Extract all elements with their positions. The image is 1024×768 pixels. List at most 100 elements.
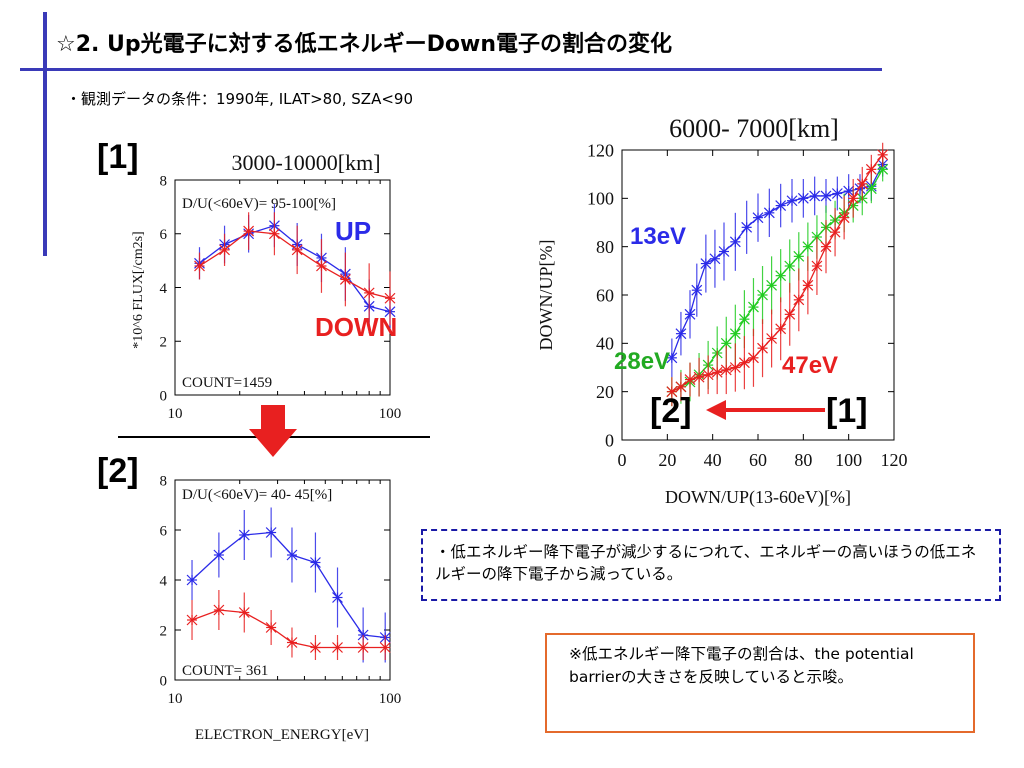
series-47ev-point xyxy=(729,362,741,373)
series-47ev-point xyxy=(684,374,696,386)
series-label-13ev: 13eV xyxy=(630,223,686,250)
series-28ev-point xyxy=(865,183,877,195)
y-tick-label: 8 xyxy=(160,473,168,489)
series-28ev-point xyxy=(729,328,741,340)
y-tick-label: 60 xyxy=(596,285,614,305)
series-red-point xyxy=(357,642,369,653)
x-axis-label: ELECTRON_ENERGY[eV] xyxy=(195,727,369,743)
series-47ev-point xyxy=(802,279,814,291)
series-28ev-point xyxy=(793,250,805,262)
series-group xyxy=(186,507,391,663)
series-47ev-point xyxy=(784,308,796,320)
axis-ticks: 0 20 40 60 80 100 120 0 20 40 60 80 100 120 xyxy=(587,140,908,470)
series-red-point xyxy=(286,637,298,648)
series-28ev-point xyxy=(775,270,787,282)
series-group xyxy=(194,204,396,334)
series-red-point xyxy=(238,607,250,618)
series-red-point xyxy=(332,642,343,653)
x-tick-label: 100 xyxy=(379,406,402,422)
x-tick-label: 20 xyxy=(658,450,676,470)
y-tick-label: 20 xyxy=(596,382,614,402)
series-blue-point xyxy=(186,574,198,586)
flux-chart-2: D/U(<60eV)= 40- 45[%] COUNT= 361 ELECTRO… xyxy=(160,473,402,743)
note-text: ※低エネルギー降下電子の割合は、the potential barrierの大き… xyxy=(569,645,914,686)
x-tick-label: 80 xyxy=(794,450,812,470)
plot-frame xyxy=(174,179,391,396)
series-28ev-point xyxy=(784,260,796,272)
series-47ev-point xyxy=(793,294,805,306)
y-tick-label: 6 xyxy=(160,523,168,539)
series-28ev-point xyxy=(738,313,750,325)
chart-annotation: D/U(<60eV)= 95-100[%] xyxy=(182,196,336,212)
series-red-point xyxy=(213,604,225,616)
x-tick-label: 120 xyxy=(881,450,908,470)
y-axis-label: DOWN/UP[%] xyxy=(536,240,556,351)
series-down-point xyxy=(194,260,205,272)
up-series-label: UP xyxy=(335,216,371,246)
x-tick-label: 10 xyxy=(168,691,183,707)
series-47ev-point xyxy=(775,323,787,335)
arrow-target-tag: [2] xyxy=(650,392,692,430)
series-28ev-point xyxy=(748,301,759,313)
conclusion-text: ・低エネルギー降下電子が減少するにつれて、エネルギーの高いほうの低エネルギーの降… xyxy=(435,543,977,583)
series-47ev-point xyxy=(693,371,705,383)
series-47ev-point xyxy=(675,381,687,393)
series-red-point xyxy=(265,622,277,633)
series-down-point xyxy=(291,244,303,256)
series-down-point xyxy=(339,274,351,285)
left-arrow-icon xyxy=(706,400,825,420)
title-accent-bar xyxy=(43,12,47,256)
series-47ev-point xyxy=(820,241,832,253)
y-tick-label: 2 xyxy=(160,335,168,351)
series-47ev-point xyxy=(738,357,750,369)
series-13ev-point xyxy=(691,284,703,296)
observation-conditions: ・観測データの条件：1990年, ILAT>80, SZA<90 xyxy=(66,90,414,108)
series-13ev-point xyxy=(809,190,821,202)
series-red-point xyxy=(379,642,391,653)
series-blue-point xyxy=(213,549,225,561)
down-series-label: DOWN xyxy=(315,312,397,342)
series-47ev-point xyxy=(829,226,841,238)
flux-chart-1: 3000-10000[km] D/U(<60eV)= 95-100[%] COU… xyxy=(131,150,402,422)
chart-title: 6000- 7000[km] xyxy=(669,114,839,143)
y-tick-label: 0 xyxy=(160,388,168,404)
series-13ev-point xyxy=(820,190,832,202)
conclusion-box: ・低エネルギー降下電子が減少するにつれて、エネルギーの高いほうの低エネルギーの降… xyxy=(421,529,1001,601)
series-down-point xyxy=(384,292,396,304)
series-28ev-point xyxy=(802,241,814,253)
series-blue-point xyxy=(286,549,298,561)
y-tick-label: 80 xyxy=(596,237,614,257)
y-tick-label: 8 xyxy=(160,173,168,189)
y-tick-label: 100 xyxy=(587,189,614,209)
y-tick-label: 120 xyxy=(587,140,614,160)
slide-title: ☆2. Up光電子に対する低エネルギーDown電子の割合の変化 xyxy=(56,32,673,57)
series-47ev-point xyxy=(856,178,868,190)
x-tick-label: 10 xyxy=(168,406,183,422)
count-label: COUNT= 361 xyxy=(182,663,268,679)
series-13ev-point xyxy=(831,188,843,199)
x-tick-label: 40 xyxy=(704,450,722,470)
x-tick-label: 0 xyxy=(618,450,627,470)
series-47ev-point xyxy=(666,386,678,398)
note-box: ※低エネルギー降下電子の割合は、the potential barrierの大き… xyxy=(545,633,975,733)
series-down-point xyxy=(316,260,327,272)
series-red-point xyxy=(186,614,198,626)
series-13ev-point xyxy=(718,246,730,257)
series-13ev-point xyxy=(763,207,775,219)
panel-tag-1: [1] xyxy=(97,138,139,176)
count-label: COUNT=1459 xyxy=(182,375,272,391)
series-13ev-point xyxy=(709,253,721,265)
series-13ev-point xyxy=(752,212,764,224)
plot-frame xyxy=(174,479,391,681)
series-label-47ev: 47eV xyxy=(782,352,838,379)
axis-ticks: 0 2 4 6 8 10 100 xyxy=(160,473,402,707)
series-47ev-point xyxy=(847,192,859,204)
y-tick-label: 0 xyxy=(605,430,614,450)
series-47ev-point xyxy=(766,333,778,344)
series-13ev-point xyxy=(741,221,753,233)
series-13ev-point xyxy=(675,328,687,340)
series-47ev-point xyxy=(757,342,768,354)
y-tick-label: 6 xyxy=(160,227,168,243)
chart-title: 3000-10000[km] xyxy=(231,150,380,175)
y-tick-label: 0 xyxy=(160,673,168,689)
